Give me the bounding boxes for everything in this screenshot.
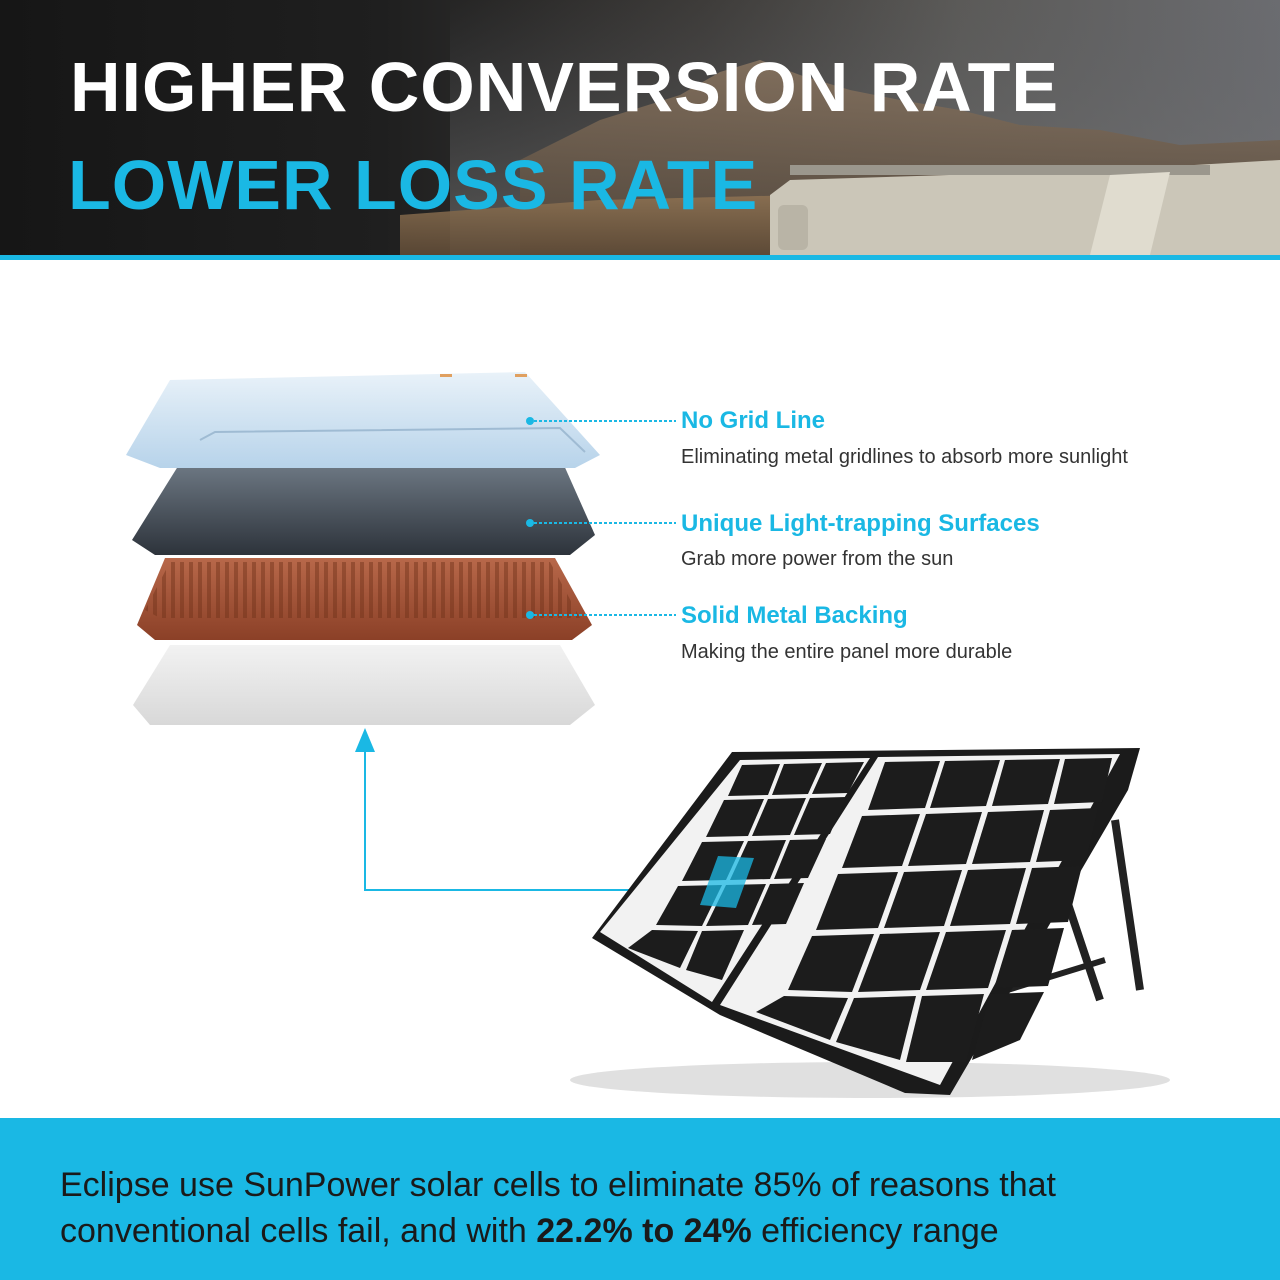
feature-desc-no-grid-line: Eliminating metal gridlines to absorb mo… xyxy=(681,446,1128,468)
cell-layer xyxy=(132,445,595,555)
connector-arrow xyxy=(355,728,710,891)
landscape-photo xyxy=(400,0,1280,255)
solar-panel-illustration xyxy=(570,748,1170,1098)
callout-light-trapping xyxy=(526,519,676,527)
footer-description: Eclipse use SunPower solar cells to elim… xyxy=(60,1162,1240,1254)
feature-title-light-trapping: Unique Light-trapping Surfaces xyxy=(681,510,1040,537)
headline-primary: HIGHER CONVERSION RATE xyxy=(70,48,1060,126)
panel-layers-diagram xyxy=(126,372,1170,1098)
footer-banner: Eclipse use SunPower solar cells to elim… xyxy=(0,1118,1280,1280)
footer-text-part2: efficiency range xyxy=(751,1212,999,1250)
callout-no-grid-line xyxy=(526,417,676,425)
headline-secondary: LOWER LOSS RATE xyxy=(68,146,759,224)
feature-desc-light-trapping: Grab more power from the sun xyxy=(681,548,954,570)
feature-desc-metal-backing: Making the entire panel more durable xyxy=(681,641,1013,663)
feature-title-metal-backing: Solid Metal Backing xyxy=(681,602,908,629)
footer-text-part1: Eclipse use SunPower solar cells to elim… xyxy=(60,1166,1056,1250)
header-accent-line xyxy=(0,255,1280,260)
efficiency-range: 22.2% to 24% xyxy=(536,1212,752,1250)
glass-layer xyxy=(126,372,600,468)
callout-metal-backing xyxy=(526,611,676,619)
header-banner: HIGHER CONVERSION RATE LOWER LOSS RATE xyxy=(0,0,1280,255)
feature-title-no-grid-line: No Grid Line xyxy=(681,407,825,434)
base-layer xyxy=(133,645,595,725)
